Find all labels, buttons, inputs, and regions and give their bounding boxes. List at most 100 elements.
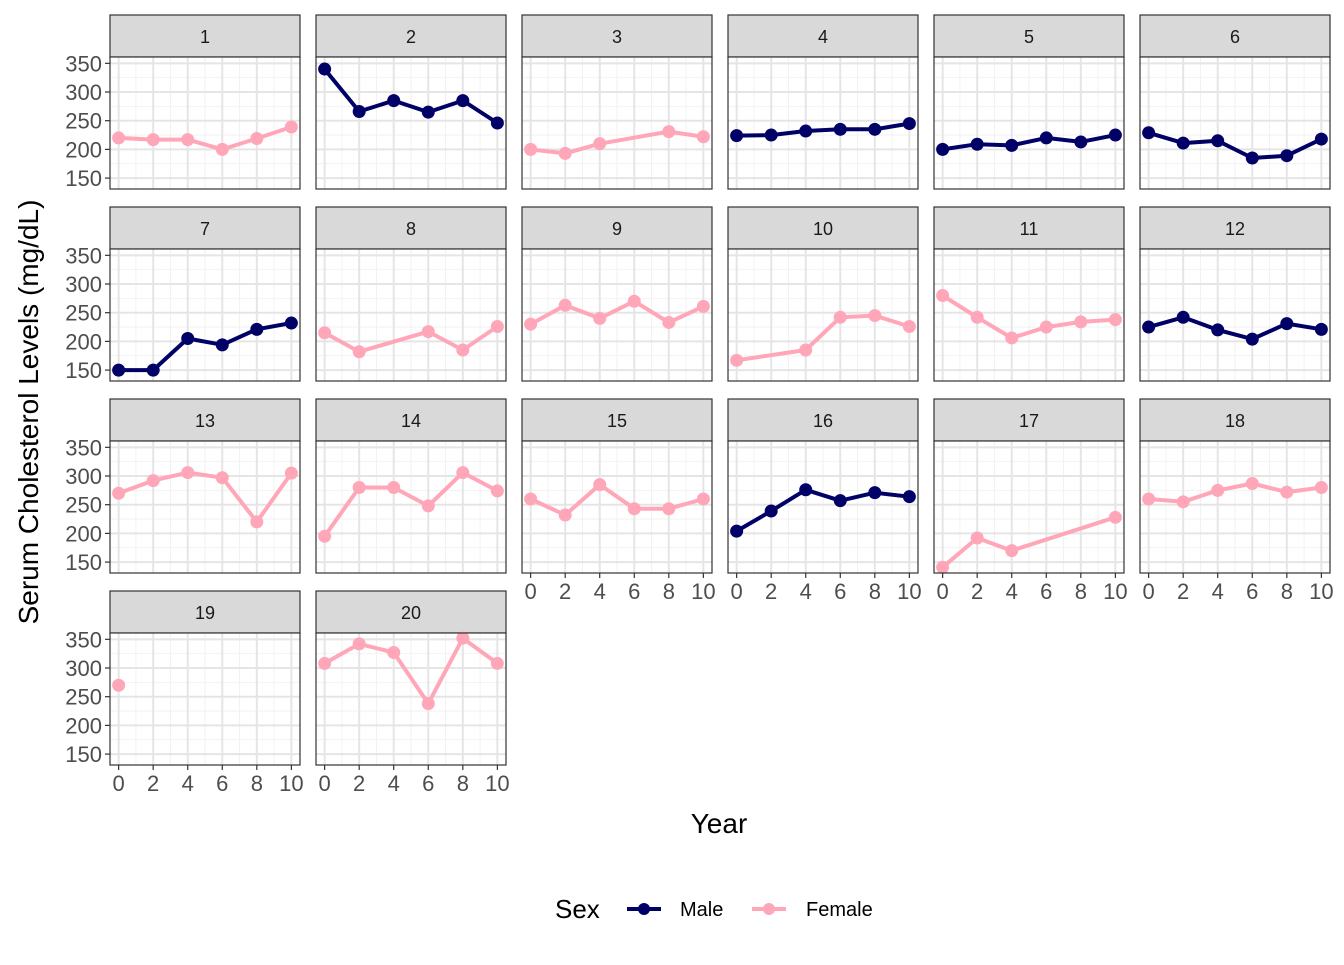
data-point	[352, 345, 366, 359]
data-point	[764, 504, 778, 518]
data-point	[1280, 317, 1294, 331]
x-tick-label: 0	[937, 579, 949, 604]
data-point	[1039, 131, 1053, 145]
facet-strip-label: 17	[1019, 411, 1039, 431]
data-point	[868, 309, 882, 323]
panel-border	[521, 440, 713, 574]
data-point	[490, 484, 504, 498]
y-tick-label: 350	[65, 243, 102, 268]
facet-panel-2: 2	[315, 14, 507, 190]
facet-strip-label: 8	[406, 219, 416, 239]
y-tick-label: 150	[65, 742, 102, 767]
data-point	[250, 322, 264, 336]
data-point	[1245, 476, 1259, 490]
x-tick-label: 6	[1040, 579, 1052, 604]
facet-panel-7: 7 150 200 250 300 350	[65, 206, 301, 383]
data-point	[524, 317, 538, 331]
x-tick-label: 0	[319, 771, 331, 796]
facet-strip-label: 7	[200, 219, 210, 239]
facet-strip-label: 14	[401, 411, 421, 431]
x-tick-label: 2	[1177, 579, 1189, 604]
y-tick-label: 250	[65, 493, 102, 518]
facet-panel-9: 9	[521, 206, 713, 382]
facet-strip-label: 15	[607, 411, 627, 431]
data-point	[902, 319, 916, 333]
data-point	[1005, 544, 1019, 558]
x-tick-label: 6	[422, 771, 434, 796]
data-point	[181, 332, 195, 346]
facet-strip-label: 16	[813, 411, 833, 431]
facet-panel-10: 10	[727, 206, 919, 382]
panel-border	[727, 440, 919, 574]
facet-strip	[315, 206, 507, 250]
data-point	[558, 146, 572, 160]
facet-panel-15: 15 0 2 4 6 8 10	[521, 398, 716, 604]
data-point	[730, 129, 744, 143]
facet-strip	[727, 206, 919, 250]
data-point	[799, 483, 813, 497]
data-point	[593, 478, 607, 492]
facet-strip	[521, 14, 713, 58]
data-point	[627, 294, 641, 308]
data-point	[352, 637, 366, 651]
x-tick-label: 8	[251, 771, 263, 796]
data-point	[902, 490, 916, 504]
x-tick-label: 4	[1006, 579, 1018, 604]
data-point	[456, 466, 470, 480]
data-point	[1280, 485, 1294, 499]
x-tick-label: 4	[1212, 579, 1224, 604]
data-point	[112, 363, 126, 377]
data-point	[1074, 315, 1088, 329]
data-point	[284, 120, 298, 134]
facet-panel-16: 16 0 2 4 6 8 10	[727, 398, 922, 604]
data-point	[215, 338, 229, 352]
facet-panel-13: 13 150 200 250 300 350	[65, 398, 301, 575]
x-tick-label: 6	[1246, 579, 1258, 604]
data-point	[146, 133, 160, 147]
x-tick-label: 8	[869, 579, 881, 604]
data-point	[490, 656, 504, 670]
data-point	[558, 298, 572, 312]
data-point	[936, 142, 950, 156]
facet-strip	[933, 206, 1125, 250]
y-tick-label: 250	[65, 109, 102, 134]
data-point	[662, 125, 676, 139]
facet-panel-4: 4	[727, 14, 919, 190]
legend-swatch-dot-male	[638, 903, 650, 915]
facet-strip	[1139, 14, 1331, 58]
data-point	[387, 646, 401, 660]
x-tick-label: 2	[765, 579, 777, 604]
data-point	[456, 94, 470, 108]
facet-panel-19: 19 150 200 250 300 350 0 2 4 6 8 10	[65, 590, 304, 796]
data-point	[1142, 126, 1156, 140]
data-point	[146, 474, 160, 488]
panel-border	[933, 56, 1125, 190]
facet-strip-label: 2	[406, 27, 416, 47]
data-point	[215, 142, 229, 156]
data-point	[387, 94, 401, 108]
data-point	[593, 137, 607, 151]
facet-strip	[727, 398, 919, 442]
y-tick-label: 350	[65, 51, 102, 76]
data-point	[1314, 132, 1328, 146]
facet-strip-label: 3	[612, 27, 622, 47]
data-point	[662, 502, 676, 516]
facet-panel-5: 5	[933, 14, 1125, 190]
panel-border	[109, 632, 301, 766]
x-tick-label: 6	[628, 579, 640, 604]
facet-strip	[1139, 206, 1331, 250]
facet-strip-label: 12	[1225, 219, 1245, 239]
y-tick-label: 150	[65, 550, 102, 575]
data-point	[181, 133, 195, 147]
data-point	[421, 697, 435, 711]
data-point	[490, 319, 504, 333]
y-tick-label: 350	[65, 435, 102, 460]
series-line-female	[323, 636, 499, 706]
x-tick-label: 0	[731, 579, 743, 604]
facet-strip-label: 4	[818, 27, 828, 47]
facet-panel-18: 18 0 2 4 6 8 10	[1139, 398, 1334, 604]
x-tick-label: 8	[457, 771, 469, 796]
data-point	[524, 142, 538, 156]
panel-border	[933, 248, 1125, 382]
